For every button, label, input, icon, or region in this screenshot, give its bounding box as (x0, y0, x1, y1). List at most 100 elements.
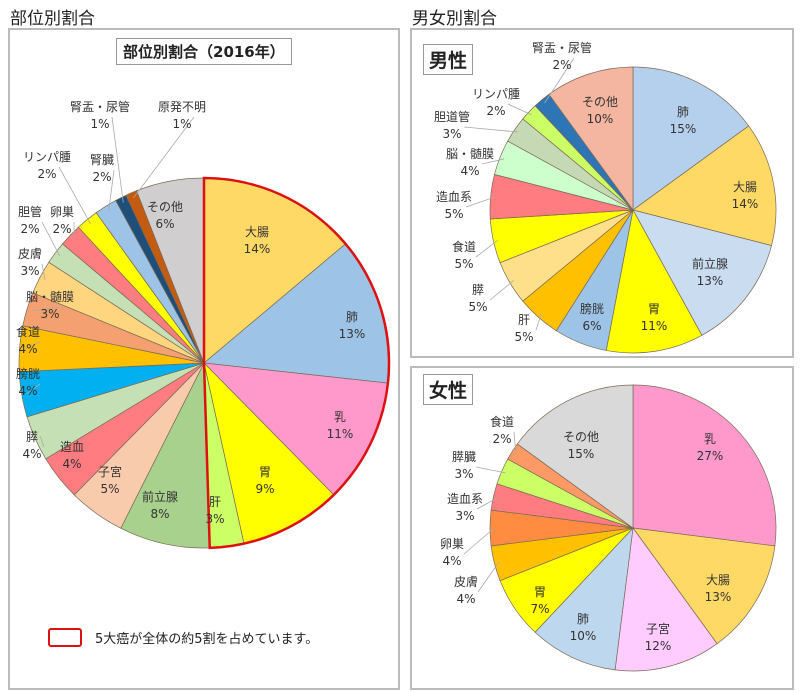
slice-label: 膀胱 (580, 301, 604, 316)
slice-percent: 3% (455, 509, 474, 523)
section-title-left: 部位別割合 (10, 9, 95, 29)
slice-percent: 4% (18, 384, 37, 398)
slice-label: 膀胱 (16, 366, 40, 381)
pie-slice-2-0 (632, 384, 777, 547)
slice-percent: 10% (570, 629, 597, 643)
slice-label: リンパ腫 (23, 150, 71, 164)
slice-label: 肺 (346, 310, 358, 324)
slice-percent: 13% (705, 590, 732, 604)
leader-line (41, 263, 46, 280)
slice-percent: 14% (732, 197, 759, 211)
overall-chart-title: 部位別割合（2016年） (116, 38, 292, 65)
slice-label: 前立腺 (142, 489, 178, 504)
leader-line (108, 169, 115, 212)
leader-line (475, 466, 506, 474)
slice-label: 食道 (452, 239, 476, 254)
leader-line (32, 306, 63, 312)
slice-percent: 4% (62, 457, 81, 471)
leader-line (463, 527, 495, 555)
leader-line (463, 126, 519, 133)
leader-line (26, 383, 41, 394)
legend-text: 5大癌が全体の約5割を占めています。 (95, 632, 319, 647)
slice-label: その他 (582, 95, 618, 109)
slice-label: 造血系 (447, 492, 483, 506)
slice-label: 食道 (16, 324, 40, 339)
pie-slice-2-1 (632, 527, 776, 645)
leader-line (477, 562, 499, 593)
slice-label: 大腸 (245, 225, 269, 239)
slice-percent: 12% (645, 639, 672, 653)
slice-label: 子宮 (98, 464, 122, 479)
top5-highlight-outline (202, 176, 391, 550)
slice-percent: 13% (697, 274, 724, 288)
slice-label: 胃 (259, 465, 271, 479)
leader-line (24, 341, 41, 350)
section-title-right: 男女別割合 (412, 9, 497, 29)
pie-slice-0-5 (120, 362, 211, 549)
leader-line (39, 436, 45, 448)
slice-percent: 11% (641, 319, 668, 333)
slice-percent: 4% (456, 592, 475, 606)
slice-label: 胃 (648, 302, 660, 316)
slice-label: 腎臓 (90, 153, 114, 167)
slice-label: 子宮 (646, 621, 670, 636)
slice-label: 大腸 (706, 573, 730, 587)
slice-label: 大腸 (733, 180, 757, 194)
slice-label: 肺 (677, 105, 689, 119)
slice-percent: 5% (444, 207, 463, 221)
slice-label: 前立腺 (692, 256, 728, 271)
leader-line (465, 196, 496, 208)
slice-percent: 13% (339, 327, 366, 341)
slice-percent: 3% (20, 264, 39, 278)
slice-percent: 2% (486, 104, 505, 118)
slice-label: 造血 (60, 440, 84, 454)
slice-label: 胃 (534, 585, 546, 599)
slice-label: 皮膚 (454, 574, 478, 589)
slice-percent: 3% (442, 127, 461, 141)
slice-label: 腎盂・尿管 (532, 40, 592, 55)
slice-label: 造血系 (436, 190, 472, 204)
slice-percent: 5% (514, 330, 533, 344)
slice-percent: 8% (150, 507, 169, 521)
slice-percent: 5% (100, 482, 119, 496)
male-chart-title: 男性 (423, 44, 474, 75)
slice-label: 皮膚 (18, 246, 42, 261)
slice-percent: 1% (90, 117, 109, 131)
pie-slice-1-2 (632, 209, 772, 336)
slice-percent: 10% (587, 112, 614, 126)
slice-percent: 3% (205, 512, 224, 526)
slice-label: その他 (147, 200, 183, 214)
slice-percent: 4% (442, 554, 461, 568)
slice-percent: 4% (18, 342, 37, 356)
pie-slice-1-1 (632, 125, 777, 246)
slice-label: 胆道管 (434, 109, 470, 124)
leader-line (41, 221, 61, 257)
slice-label: 食道 (490, 414, 514, 429)
slice-label: 原発不明 (158, 100, 206, 114)
pie-slice-2-3 (534, 526, 634, 671)
slice-label: 卵巣 (440, 537, 464, 551)
slice-percent: 5% (454, 257, 473, 271)
slice-percent: 1% (172, 117, 191, 131)
slice-percent: 2% (552, 58, 571, 72)
slice-percent: 2% (52, 222, 71, 236)
slice-label: 膵 (26, 430, 38, 444)
slice-label: 乳 (334, 410, 346, 424)
slice-percent: 9% (255, 482, 274, 496)
legend-highlight-swatch (48, 628, 82, 647)
slice-percent: 3% (40, 307, 59, 321)
slice-percent: 11% (327, 427, 354, 441)
slice-percent: 2% (20, 222, 39, 236)
slice-percent: 3% (454, 467, 473, 481)
leader-line (489, 280, 514, 301)
slice-label: 腎盂・尿管 (70, 99, 130, 114)
slice-label: その他 (563, 430, 599, 444)
slice-label: リンパ腫 (472, 87, 520, 101)
slice-percent: 27% (697, 449, 724, 463)
slice-percent: 4% (460, 164, 479, 178)
pie-slice-2-2 (614, 527, 718, 672)
slice-percent: 5% (468, 300, 487, 314)
slice-percent: 15% (568, 447, 595, 461)
slice-percent: 6% (155, 217, 174, 231)
